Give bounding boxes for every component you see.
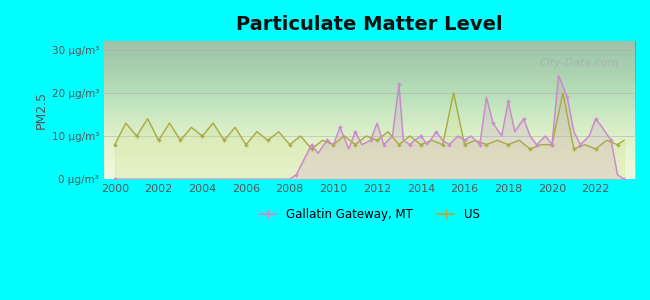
Text: City-Data.com: City-Data.com [540, 58, 619, 68]
Legend: Gallatin Gateway, MT, US: Gallatin Gateway, MT, US [254, 203, 484, 226]
Y-axis label: PM2.5: PM2.5 [34, 91, 47, 129]
Title: Particulate Matter Level: Particulate Matter Level [236, 15, 502, 34]
